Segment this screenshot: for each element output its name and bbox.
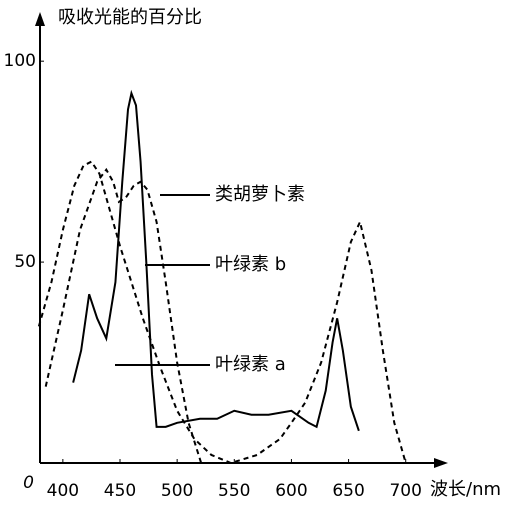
x-tick-label: 600: [275, 481, 307, 501]
x-tick-label: 700: [389, 481, 421, 501]
series-line: [44, 167, 203, 464]
x-tick-label: 650: [332, 481, 364, 501]
x-tick-label: 500: [161, 481, 193, 501]
y-axis-label: 吸收光能的百分比: [58, 7, 202, 28]
x-axis-label: 波长/nm: [430, 479, 501, 500]
series-line: [72, 89, 360, 432]
series-label: 叶绿素 b: [215, 254, 286, 275]
series-label: 叶绿素 a: [215, 354, 286, 375]
x-tick-label: 450: [104, 481, 136, 501]
x-arrow: [434, 458, 448, 468]
y-tick-label: 50: [14, 252, 36, 272]
y-tick-label: 100: [4, 51, 36, 71]
x-tick-label: 400: [47, 481, 79, 501]
x-tick-label: 550: [218, 481, 250, 501]
y-tick-label: 0: [23, 473, 34, 493]
series-line: [37, 160, 407, 465]
y-arrow: [35, 12, 45, 26]
series-label: 类胡萝卜素: [215, 184, 305, 205]
